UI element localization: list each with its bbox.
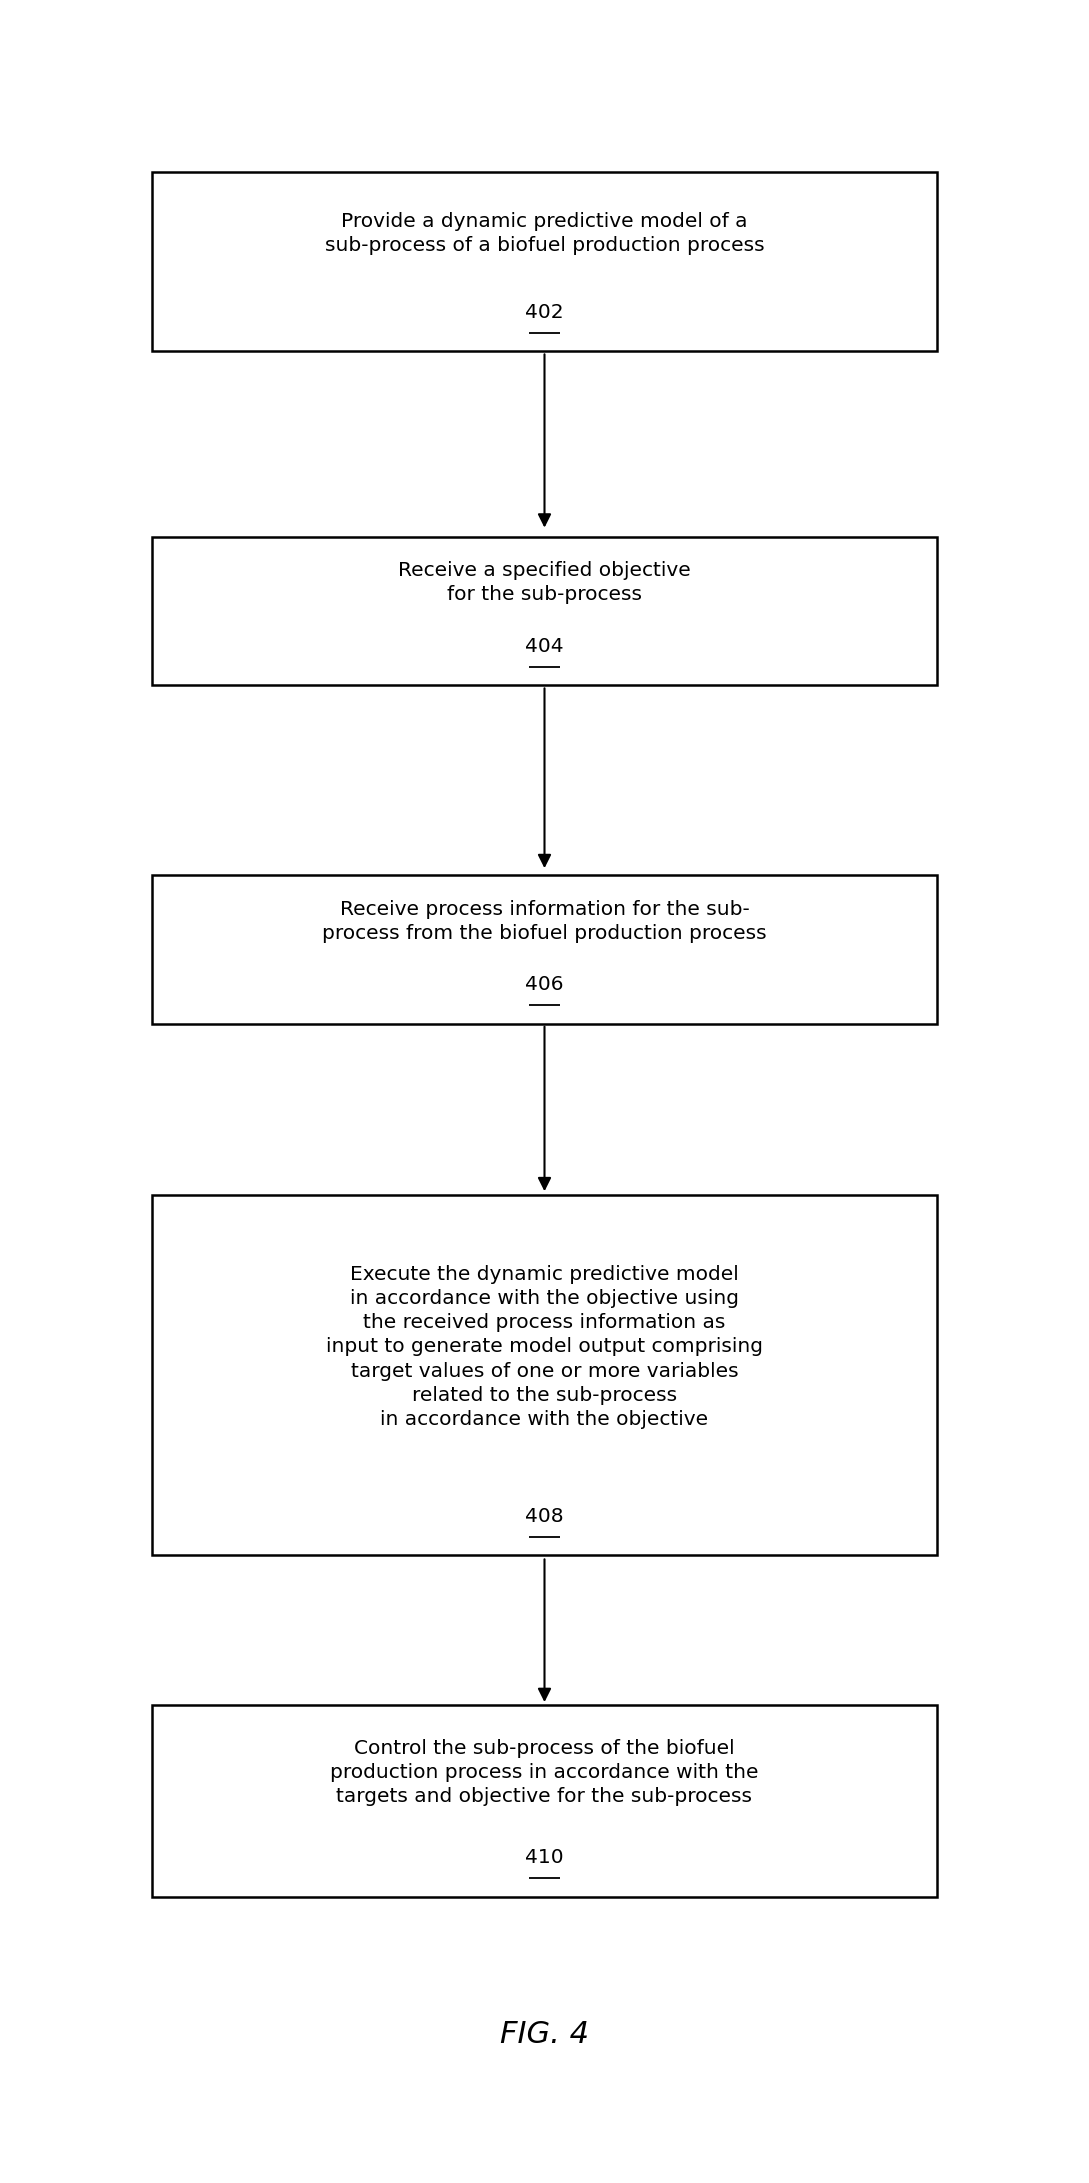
Text: 408: 408	[525, 1506, 564, 1526]
FancyBboxPatch shape	[152, 172, 937, 351]
FancyBboxPatch shape	[152, 1196, 937, 1554]
Text: Receive process information for the sub-
process from the biofuel production pro: Receive process information for the sub-…	[322, 899, 767, 943]
FancyBboxPatch shape	[152, 875, 937, 1024]
FancyBboxPatch shape	[152, 537, 937, 685]
Text: Receive a specified objective
for the sub-process: Receive a specified objective for the su…	[399, 561, 690, 605]
Text: 402: 402	[525, 303, 564, 321]
Text: FIG. 4: FIG. 4	[500, 2019, 589, 2050]
Text: Control the sub-process of the biofuel
production process in accordance with the: Control the sub-process of the biofuel p…	[330, 1740, 759, 1805]
Text: 410: 410	[525, 1849, 564, 1866]
FancyBboxPatch shape	[152, 1705, 937, 1897]
Text: Provide a dynamic predictive model of a
sub-process of a biofuel production proc: Provide a dynamic predictive model of a …	[325, 212, 764, 255]
Text: 406: 406	[525, 976, 564, 993]
Text: Execute the dynamic predictive model
in accordance with the objective using
the : Execute the dynamic predictive model in …	[326, 1264, 763, 1430]
Text: 404: 404	[525, 637, 564, 655]
